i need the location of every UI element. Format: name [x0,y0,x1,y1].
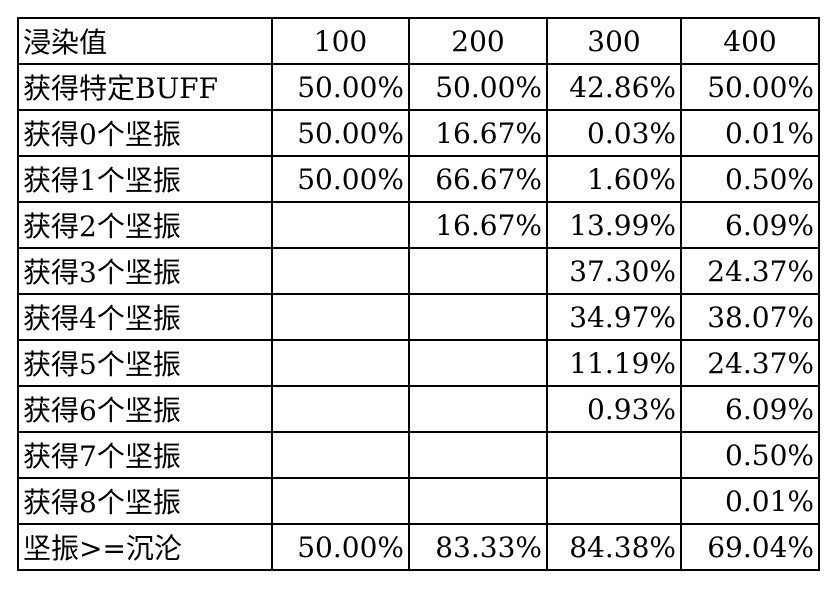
table-cell: 66.67% [408,155,548,203]
table-cell: 获得1个坚振 [17,155,273,203]
table-cell: 0.93% [546,385,682,433]
table-row: 获得8个坚振 0.01% [17,477,820,525]
table-cell: 11.19% [546,339,682,387]
table-cell: 获得6个坚振 [17,385,273,433]
table-cell [408,431,548,479]
table-cell: 6.09% [680,201,820,249]
table-cell: 浸染值 [17,17,273,65]
table-cell: 50.00% [271,523,410,571]
table-cell: 50.00% [408,63,548,111]
data-table: 浸染值 100 200 300 400 获得特定BUFF 50.00% 50.00% 42.86… [17,17,820,571]
table-cell [271,477,410,525]
table-cell: 69.04% [680,523,820,571]
table-cell [408,247,548,295]
table-cell: 24.37% [680,339,820,387]
table-cell: 34.97% [546,293,682,341]
table-cell: 1.60% [546,155,682,203]
table-row: 获得2个坚振 16.67% 13.99% 6.09% [17,201,820,249]
table-cell: 37.30% [546,247,682,295]
table-cell [408,385,548,433]
table-cell: 0.50% [680,431,820,479]
table-cell [546,477,682,525]
table-cell: 6.09% [680,385,820,433]
table-cell: 50.00% [271,63,410,111]
table-cell: 获得3个坚振 [17,247,273,295]
table-cell [546,431,682,479]
table-cell: 83.33% [408,523,548,571]
table-cell: 400 [680,17,820,65]
table-cell: 24.37% [680,247,820,295]
table-wrap: 浸染值 100 200 300 400 获得特定BUFF 50.00% 50.00% 42.86… [17,17,820,571]
table-cell [271,293,410,341]
table-row: 坚振>=沉沦 50.00% 83.33% 84.38% 69.04% [17,523,820,571]
table-row: 获得5个坚振 11.19% 24.37% [17,339,820,387]
table-row: 获得1个坚振 50.00% 66.67% 1.60% 0.50% [17,155,820,203]
table-cell: 0.50% [680,155,820,203]
table-cell: 84.38% [546,523,682,571]
table-cell: 50.00% [680,63,820,111]
table-cell: 0.01% [680,477,820,525]
table-cell: 50.00% [271,155,410,203]
table-cell: 200 [408,17,548,65]
table-row: 获得4个坚振 34.97% 38.07% [17,293,820,341]
table-row: 浸染值 100 200 300 400 [17,17,820,65]
table-row: 获得7个坚振 0.50% [17,431,820,479]
table-cell: 获得5个坚振 [17,339,273,387]
table-cell: 获得4个坚振 [17,293,273,341]
table-cell [271,339,410,387]
table-cell: 获得8个坚振 [17,477,273,525]
table-cell: 13.99% [546,201,682,249]
table-cell: 获得7个坚振 [17,431,273,479]
table-cell: 100 [271,17,410,65]
table-cell: 获得2个坚振 [17,201,273,249]
table-cell: 坚振>=沉沦 [17,523,273,571]
table-cell: 获得0个坚振 [17,109,273,157]
table-row: 获得0个坚振 50.00% 16.67% 0.03% 0.01% [17,109,820,157]
table-cell [408,477,548,525]
table-cell: 获得特定BUFF [17,63,273,111]
table-cell: 16.67% [408,201,548,249]
table-cell [408,293,548,341]
table-cell [271,385,410,433]
table-cell [271,201,410,249]
table-cell [271,247,410,295]
table-cell: 0.01% [680,109,820,157]
table-cell: 50.00% [271,109,410,157]
table-cell [408,339,548,387]
table-row: 获得特定BUFF 50.00% 50.00% 42.86% 50.00% [17,63,820,111]
table-row: 获得6个坚振 0.93% 6.09% [17,385,820,433]
table-cell: 16.67% [408,109,548,157]
table-cell: 0.03% [546,109,682,157]
table-row: 获得3个坚振 37.30% 24.37% [17,247,820,295]
table-cell: 42.86% [546,63,682,111]
table-cell: 300 [546,17,682,65]
table-cell: 38.07% [680,293,820,341]
table-cell [271,431,410,479]
